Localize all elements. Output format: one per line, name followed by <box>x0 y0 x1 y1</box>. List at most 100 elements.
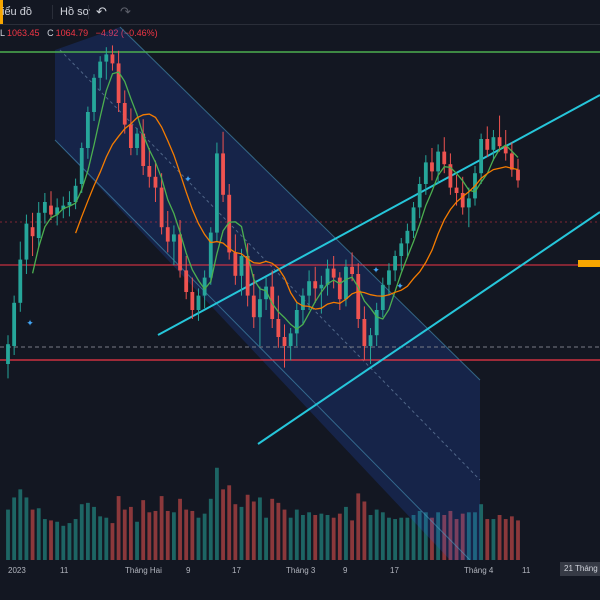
candle-body <box>509 153 514 170</box>
candle-body <box>18 259 23 303</box>
candle-body <box>153 176 158 188</box>
candle <box>448 153 453 195</box>
candle-body <box>67 202 72 206</box>
candle <box>196 288 201 321</box>
candle <box>104 47 109 80</box>
candle-body <box>313 281 318 289</box>
candle-body <box>12 302 17 346</box>
candle-body <box>245 256 250 296</box>
descending-channel-lower <box>54 139 471 560</box>
candle-body <box>36 212 41 238</box>
candle <box>79 142 84 193</box>
candle <box>454 175 459 206</box>
candle <box>85 106 90 159</box>
candle-body <box>171 234 176 242</box>
candle-body <box>202 277 207 296</box>
chart-tab[interactable]: iểu đồ <box>2 6 32 18</box>
volume-bar <box>344 506 348 560</box>
time-axis-label: 9 <box>186 566 191 575</box>
candle <box>423 155 428 195</box>
volume-bar <box>485 519 490 560</box>
candle <box>153 160 158 202</box>
volume-bar <box>42 519 47 560</box>
volume-bar <box>411 515 416 560</box>
candle <box>294 302 299 346</box>
candle-body <box>196 295 201 310</box>
candle-body <box>430 162 434 172</box>
volume-bar <box>509 516 514 560</box>
candle <box>417 176 422 219</box>
volume-bar <box>331 517 336 560</box>
volume-bar <box>473 512 477 560</box>
price-chart[interactable]: ✦ ✦ ✦ ✦ <box>0 0 600 560</box>
candle <box>497 115 502 152</box>
candle-body <box>411 207 416 231</box>
volume-bar <box>30 509 35 560</box>
candle <box>405 223 410 256</box>
volume-bar <box>73 519 78 560</box>
candle-body <box>485 139 490 150</box>
profile-tab[interactable]: Hồ sơ <box>60 6 90 18</box>
candle <box>516 158 520 188</box>
cross-marker-icon: ✦ <box>372 266 380 276</box>
candle-body <box>30 227 35 237</box>
candle-body <box>460 193 465 208</box>
volume-bar <box>337 513 342 560</box>
volume-bar <box>258 497 262 560</box>
toolbar-divider <box>88 5 89 19</box>
candle <box>159 173 164 235</box>
volume-bar <box>135 521 139 560</box>
toolbar-divider <box>52 5 53 19</box>
candle <box>313 266 318 303</box>
candle-body <box>491 137 496 150</box>
volume-bar <box>227 485 232 560</box>
volume-bar <box>184 509 189 560</box>
candle-body <box>141 133 146 166</box>
candle <box>141 119 146 175</box>
candle-body <box>356 274 361 319</box>
candle-body <box>73 185 78 202</box>
volume-bar <box>171 512 176 560</box>
volume-bar <box>503 519 508 560</box>
volume-bar <box>18 489 23 560</box>
volume-bar <box>104 517 109 560</box>
volume-bar <box>12 497 17 560</box>
time-axis-label: 17 <box>390 566 399 575</box>
time-axis-label: 17 <box>232 566 241 575</box>
volume-bar <box>356 493 361 560</box>
candle <box>368 328 373 364</box>
candle <box>215 142 219 242</box>
candle-body <box>294 310 299 334</box>
candle-body <box>368 335 373 346</box>
undo-icon[interactable]: ↶ <box>96 4 107 19</box>
candle <box>184 256 189 300</box>
candle <box>436 144 441 184</box>
candle <box>165 211 170 253</box>
candle <box>399 238 404 271</box>
cross-marker-icon: ✦ <box>26 319 34 329</box>
candle <box>264 277 268 310</box>
volume-bar <box>92 506 96 560</box>
redo-icon[interactable]: ↷ <box>120 4 131 19</box>
candle-body <box>301 295 305 310</box>
candle <box>61 196 66 219</box>
candle-body <box>98 61 103 78</box>
candle-body <box>393 256 398 271</box>
time-axis-label: Tháng Hai <box>125 566 162 575</box>
candle <box>258 286 262 346</box>
candle-body <box>116 63 121 103</box>
price-scale-marker <box>578 260 600 267</box>
volume-bar <box>196 517 201 560</box>
volume-bar <box>466 512 471 560</box>
cross-marker-icon: ✦ <box>184 175 192 185</box>
volume-bar <box>147 512 152 560</box>
candle <box>466 187 471 228</box>
candle <box>387 263 391 296</box>
volume-bar <box>128 506 133 560</box>
low-value: 1063.45 <box>7 28 40 38</box>
candle-body <box>42 202 47 213</box>
ma-slow-line <box>74 113 519 310</box>
candle <box>42 193 47 224</box>
candle-body <box>282 337 287 346</box>
candle-body <box>374 310 379 336</box>
